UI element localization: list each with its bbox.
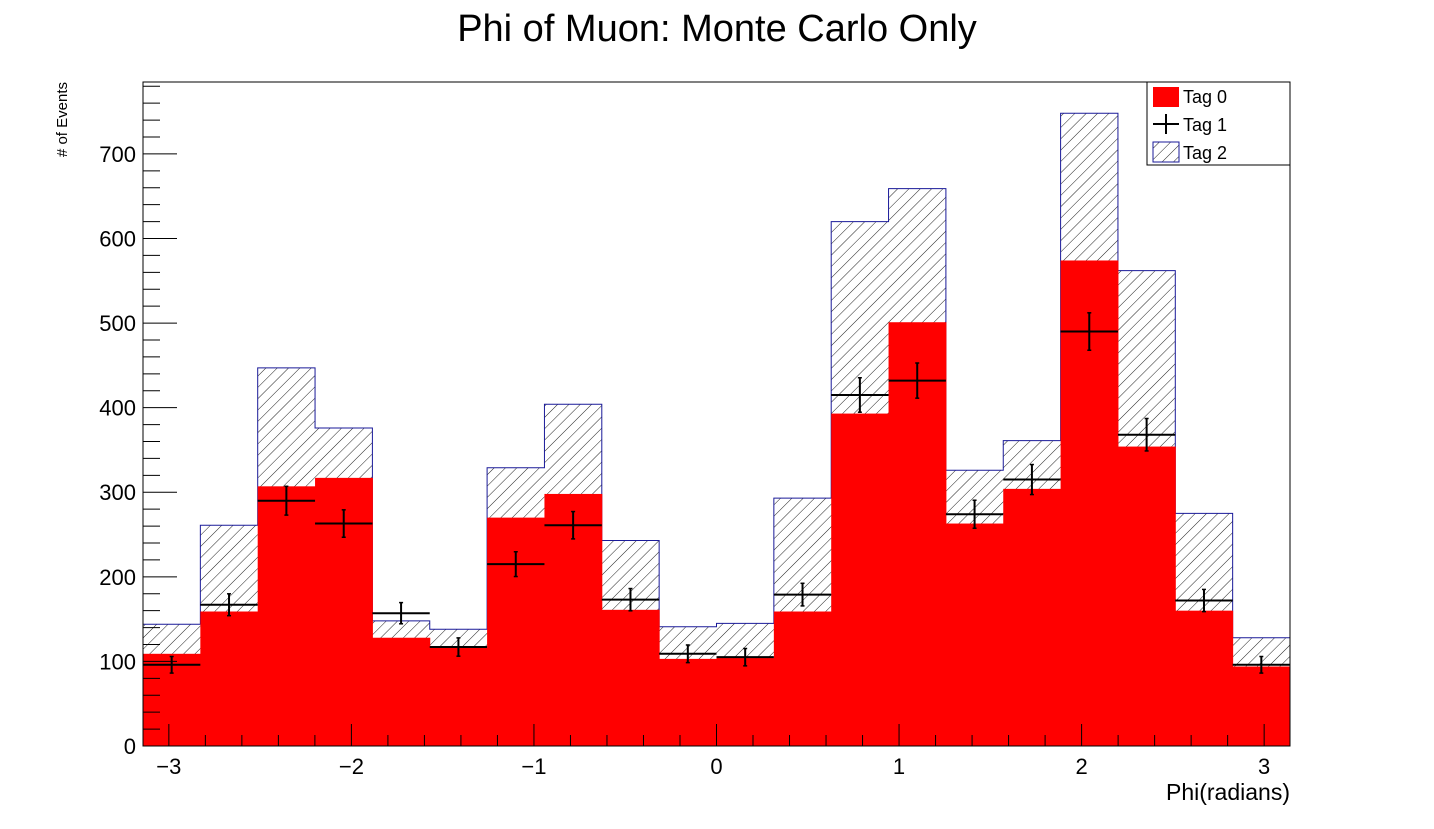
tag0-bar — [773, 611, 832, 746]
y-axis-label: # of Events — [54, 82, 71, 157]
tag0-bar — [831, 413, 890, 746]
tag0-bar — [1117, 446, 1176, 746]
tag1-point — [257, 485, 316, 516]
y-tick-label: 100 — [99, 649, 136, 674]
tag1-point — [659, 644, 717, 664]
x-tick-label: 0 — [710, 754, 722, 779]
tag0-bar — [429, 647, 488, 746]
legend-tag1-label: Tag 1 — [1183, 115, 1227, 135]
x-tick-label: 1 — [893, 754, 905, 779]
tag1-point — [429, 637, 488, 657]
legend-tag2-swatch — [1152, 141, 1180, 163]
tag0-bar — [601, 609, 660, 746]
y-tick-label: 500 — [99, 311, 136, 336]
chart-title: Phi of Muon: Monte Carlo Only — [457, 8, 977, 50]
tag1-point — [831, 376, 889, 413]
tag1-point — [200, 593, 258, 617]
tag1-point — [1003, 463, 1061, 496]
y-tick-label: 200 — [99, 565, 136, 590]
tag0-bar — [659, 658, 717, 746]
tag1-point — [544, 510, 602, 540]
x-tick-label: −2 — [339, 754, 364, 779]
tag1-point — [1175, 588, 1233, 613]
x-tick-label: −3 — [156, 754, 181, 779]
y-tick-label: 300 — [99, 480, 136, 505]
tag1-point — [143, 655, 201, 674]
tag1-point — [888, 362, 946, 399]
y-tick-label: 700 — [99, 142, 136, 167]
tag1-point — [601, 587, 660, 612]
legend-tag0-swatch — [1153, 87, 1179, 107]
tag0-bar — [716, 658, 775, 746]
tag2-outline — [142, 112, 1291, 746]
y-tick-label: 400 — [99, 396, 136, 421]
tag1-point — [372, 601, 430, 625]
tag1-point — [945, 499, 1004, 529]
legend: Tag 0 Tag 1 Tag 2 — [1146, 81, 1291, 166]
tag0-bar — [200, 611, 259, 746]
tag1-point — [716, 647, 774, 667]
x-axis-label: Phi(radians) — [1166, 779, 1290, 805]
tag0-bar — [372, 637, 431, 746]
tag0-bar — [1232, 666, 1291, 746]
tag1-point — [487, 550, 545, 578]
x-tick-label: 2 — [1075, 754, 1087, 779]
plot-area — [142, 112, 1291, 746]
y-tick-label: 600 — [99, 226, 136, 251]
tag1-point — [1060, 312, 1118, 352]
tag0-bar — [1003, 488, 1062, 746]
x-tick-label: 3 — [1258, 754, 1270, 779]
tag0-bar — [945, 523, 1004, 746]
tag0-bar — [1175, 610, 1234, 746]
tag1-point — [1117, 417, 1176, 452]
tag1-point — [1232, 655, 1290, 674]
x-tick-label: −1 — [521, 754, 546, 779]
legend-tag0-label: Tag 0 — [1183, 87, 1227, 107]
tag0-bar — [257, 486, 316, 746]
legend-tag1-marker — [1153, 114, 1179, 134]
legend-tag2-label: Tag 2 — [1183, 143, 1227, 163]
axes: 0 100 200 300 400 500 600 700 −3 −2 −1 0 1 2 3 — [99, 81, 1291, 779]
tag1-point — [773, 582, 832, 607]
tag1-point — [315, 509, 373, 539]
y-tick-label: 0 — [124, 734, 136, 759]
